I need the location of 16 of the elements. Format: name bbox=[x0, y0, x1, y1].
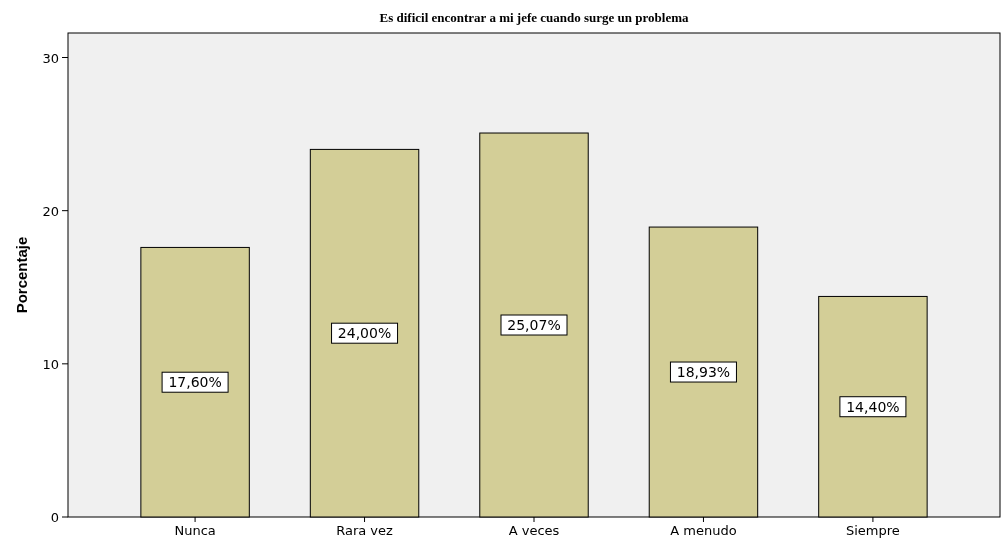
y-tick-label: 30 bbox=[42, 50, 59, 66]
y-tick-label: 20 bbox=[42, 203, 59, 219]
y-tick-label: 0 bbox=[50, 510, 59, 525]
y-tick-label: 10 bbox=[42, 356, 59, 372]
chart-title: Es dificil encontrar a mi jefe cuando surge un problema bbox=[379, 10, 689, 25]
data-label: 24,00% bbox=[337, 325, 392, 342]
data-label: 18,93% bbox=[676, 364, 731, 381]
x-tick-label: Nunca bbox=[174, 523, 216, 538]
data-label: 17,60% bbox=[168, 374, 222, 391]
x-tick-label: Rara vez bbox=[336, 523, 394, 538]
x-tick-label: A menudo bbox=[670, 523, 737, 538]
x-tick-label: Siempre bbox=[845, 523, 900, 538]
data-label: 14,40% bbox=[846, 398, 900, 415]
data-label: 25,07% bbox=[507, 317, 561, 334]
x-tick-label: A veces bbox=[508, 523, 560, 538]
y-axis-title: Porcentaje bbox=[13, 236, 30, 314]
